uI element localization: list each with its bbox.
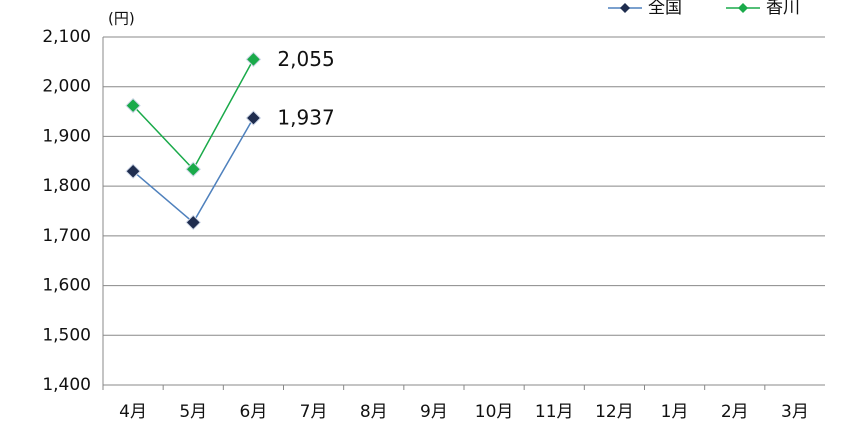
x-tick-label: 2月 [721,402,749,422]
data-label: 1,937 [277,106,334,130]
legend-marker [738,3,748,13]
marker [125,163,141,179]
legend-label: 全国 [648,0,682,18]
marker [185,214,201,231]
x-tick-label: 8月 [360,402,388,422]
series-line [132,59,255,171]
unit-label: (円) [108,10,135,28]
y-tick-label: 1,800 [42,176,91,196]
y-tick-label: 2,000 [42,77,91,97]
x-tick-label: 11月 [535,402,574,422]
x-tick-label: 1月 [661,402,689,422]
x-tick-label: 7月 [300,402,328,422]
x-tick-label: 4月 [119,402,147,422]
marker [245,51,262,68]
y-tick-label: 1,700 [42,226,91,246]
marker [245,110,262,126]
y-tick-label: 1,400 [42,375,91,395]
legend-label: 香川 [766,0,800,18]
x-tick-label: 10月 [475,402,514,422]
x-tick-label: 5月 [179,402,207,422]
data-label: 2,055 [277,47,334,71]
y-tick-label: 2,100 [42,27,91,47]
x-tick-label: 3月 [781,402,809,422]
x-tick-label: 12月 [595,402,634,422]
x-tick-label: 9月 [420,402,448,422]
marker [185,161,201,177]
x-tick-label: 6月 [240,402,268,422]
legend-marker [620,3,630,13]
marker [125,97,141,114]
y-tick-label: 1,900 [42,126,91,146]
y-tick-label: 1,500 [42,325,91,345]
y-tick-label: 1,600 [42,276,91,296]
